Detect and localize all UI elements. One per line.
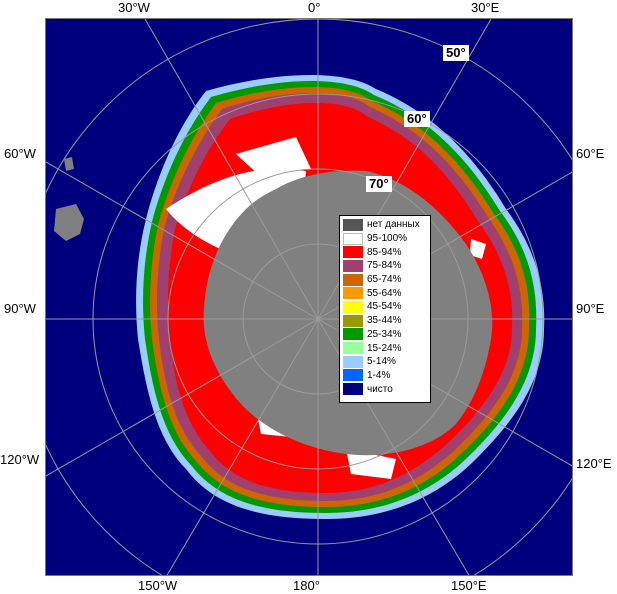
- land-patch: [64, 157, 74, 171]
- legend-item: 75-84%: [343, 259, 427, 273]
- legend-item: 95-100%: [343, 232, 427, 246]
- land-patch: [54, 204, 84, 241]
- legend-item: 15-24%: [343, 341, 427, 355]
- legend-swatch: [343, 342, 363, 355]
- lon-label-90w: 90°W: [4, 301, 36, 316]
- legend-label: 55-64%: [367, 287, 402, 299]
- lon-label-60e: 60°E: [576, 146, 605, 161]
- legend-label: чисто: [367, 383, 393, 395]
- legend-label: 5-14%: [367, 356, 396, 368]
- lon-label-90e: 90°E: [576, 301, 605, 316]
- lat-label-60: 60°: [404, 111, 430, 127]
- ice-white-patch: [236, 137, 311, 177]
- legend-label: нет данных: [367, 219, 420, 231]
- ice-white-patch: [346, 449, 396, 479]
- lon-label-120w: 120°W: [0, 452, 40, 467]
- legend-item: 65-74%: [343, 273, 427, 287]
- legend-swatch: [343, 300, 363, 313]
- legend-swatch: [343, 218, 363, 231]
- legend-swatch: [343, 259, 363, 272]
- legend-item: 35-44%: [343, 314, 427, 328]
- legend-swatch: [343, 314, 363, 327]
- legend-item: 25-34%: [343, 328, 427, 342]
- legend-item: 1-4%: [343, 369, 427, 383]
- legend-item: чисто: [343, 382, 427, 396]
- lon-label-150w: 150°W: [138, 578, 178, 593]
- lon-label-180: 180°: [293, 578, 320, 593]
- legend-item: 45-54%: [343, 300, 427, 314]
- legend-item: нет данных: [343, 218, 427, 232]
- sea-ice-map: [46, 19, 572, 575]
- legend-label: 15-24%: [367, 342, 402, 354]
- legend-label: 75-84%: [367, 260, 402, 272]
- map-frame: [45, 18, 573, 576]
- legend-swatch: [343, 246, 363, 259]
- legend-swatch: [343, 328, 363, 341]
- legend-swatch: [343, 383, 363, 396]
- legend-item: 5-14%: [343, 355, 427, 369]
- lat-label-70: 70°: [366, 176, 392, 192]
- lon-label-30w: 30°W: [118, 0, 150, 15]
- lon-label-0: 0°: [308, 0, 321, 15]
- legend-swatch: [343, 369, 363, 382]
- legend-swatch: [343, 232, 363, 245]
- lon-label-30e: 30°E: [471, 0, 500, 15]
- legend-label: 25-34%: [367, 328, 402, 340]
- lon-label-120e: 120°E: [576, 456, 612, 471]
- legend-swatch: [343, 287, 363, 300]
- legend-label: 35-44%: [367, 315, 402, 327]
- legend-label: 1-4%: [367, 369, 391, 381]
- legend-label: 45-54%: [367, 301, 402, 313]
- legend-label: 65-74%: [367, 274, 402, 286]
- legend-label: 95-100%: [367, 233, 408, 245]
- legend-swatch: [343, 355, 363, 368]
- legend-item: 55-64%: [343, 286, 427, 300]
- lon-label-60w: 60°W: [4, 146, 36, 161]
- lat-label-50: 50°: [443, 45, 469, 61]
- legend-swatch: [343, 273, 363, 286]
- legend-item: 85-94%: [343, 245, 427, 259]
- legend: нет данных 95-100% 85-94% 75-84% 65-74% …: [339, 215, 431, 403]
- lon-label-150e: 150°E: [451, 578, 487, 593]
- legend-label: 85-94%: [367, 246, 402, 258]
- ice-white-patch: [470, 239, 486, 259]
